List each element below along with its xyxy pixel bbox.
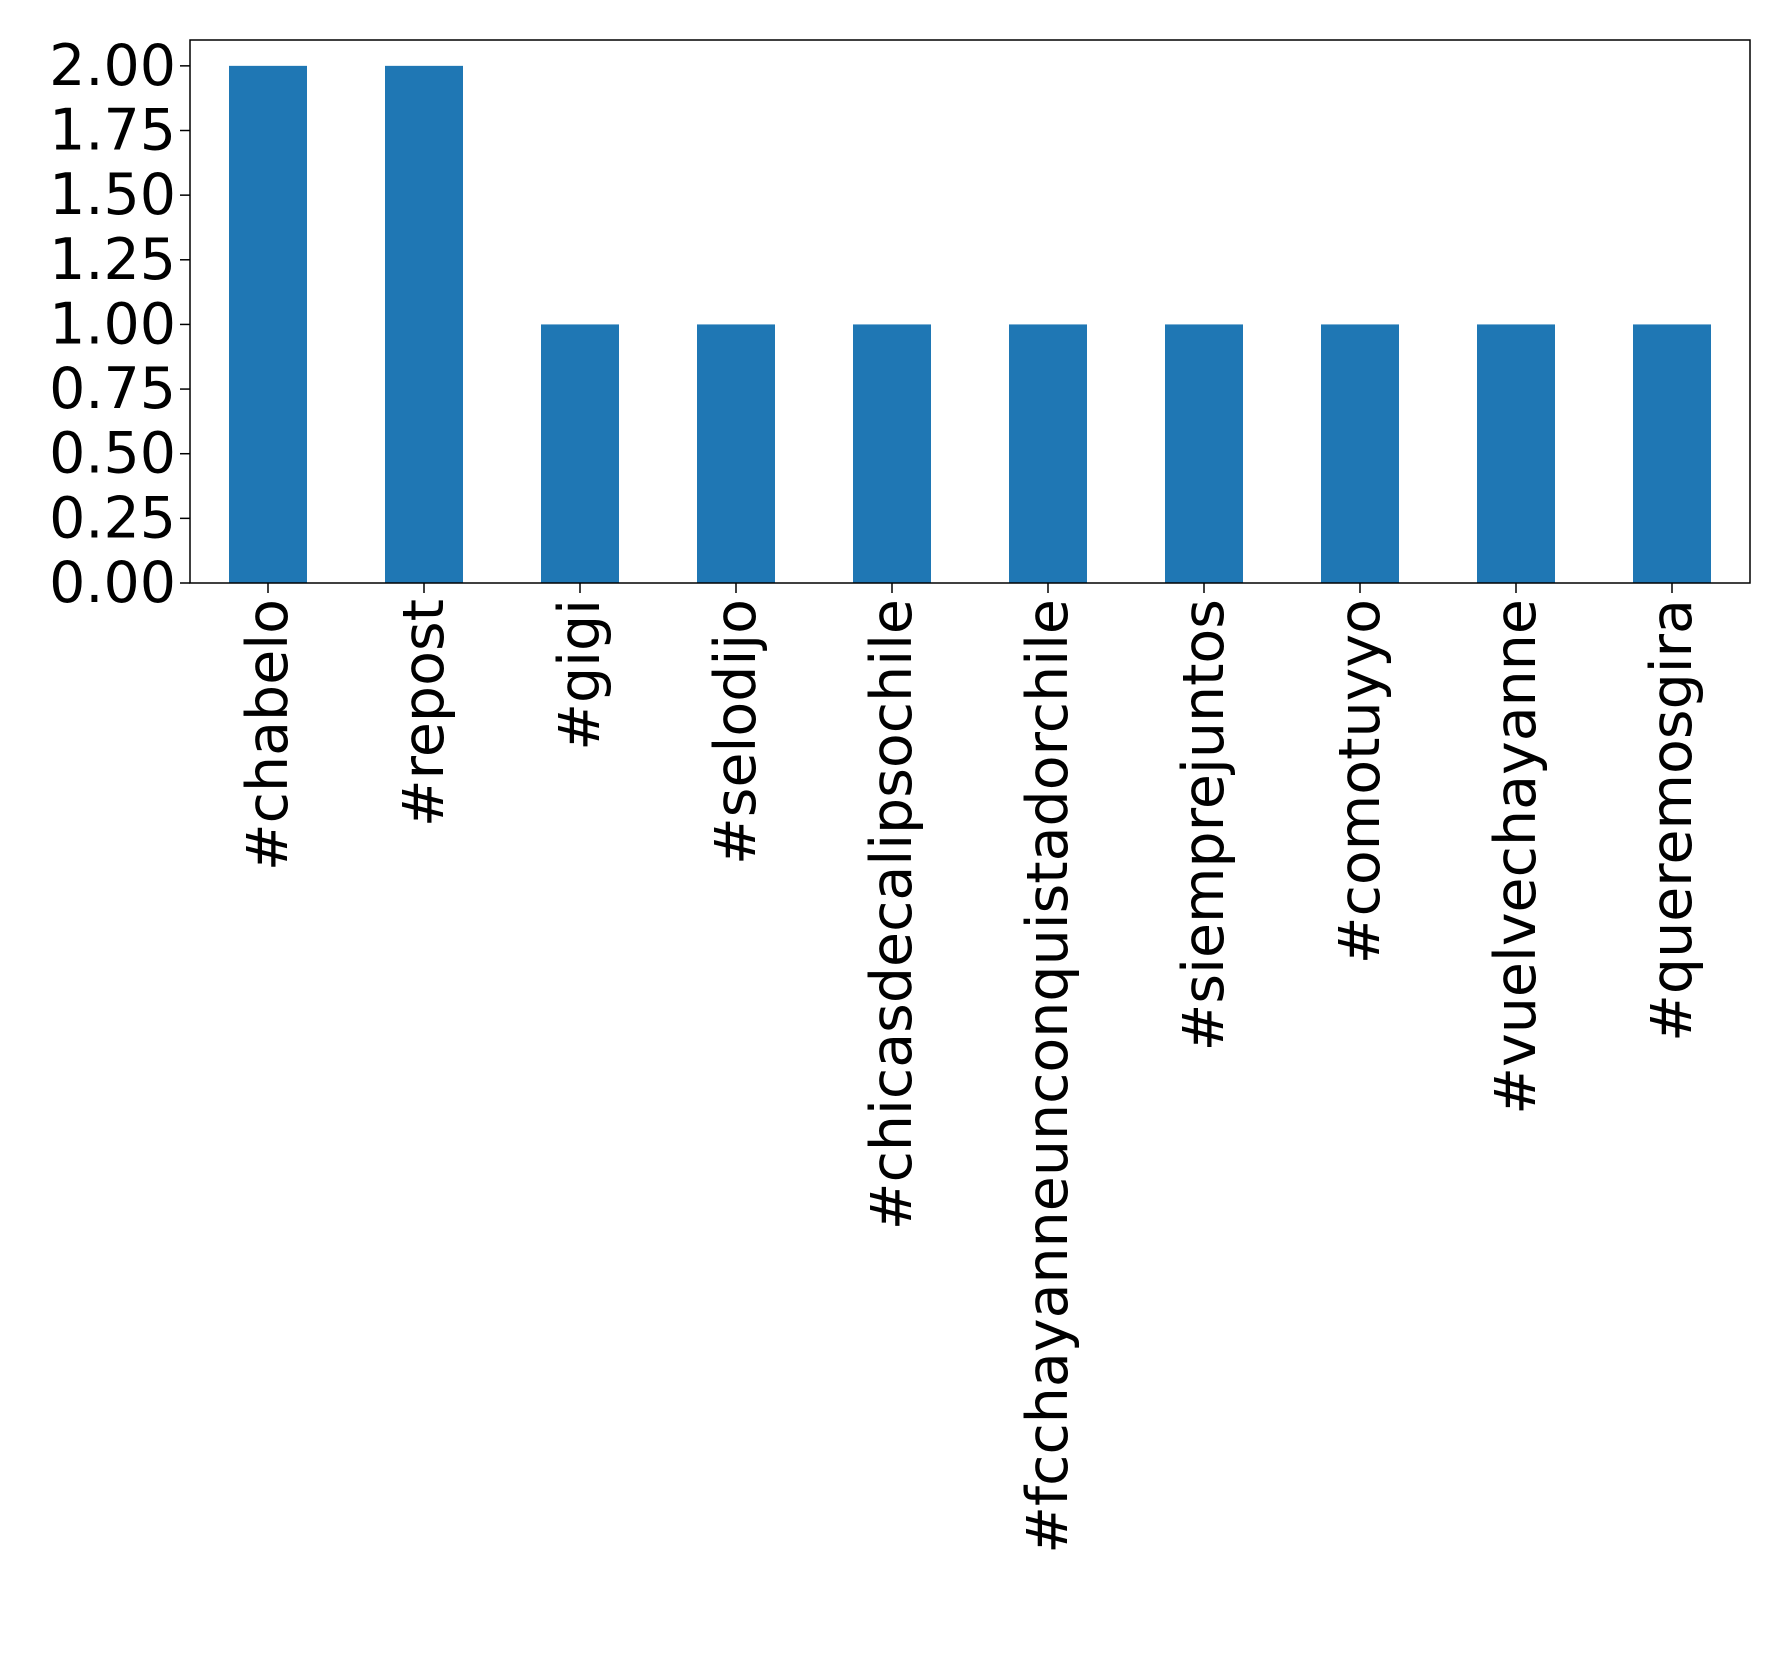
x-tick-label: #gigi bbox=[547, 599, 613, 751]
bar-chicasdecalipsochile bbox=[853, 324, 931, 583]
bar-siemprejuntos bbox=[1165, 324, 1243, 583]
bars-layer bbox=[229, 65, 1711, 584]
y-tick-label: 0.75 bbox=[49, 356, 176, 422]
y-tick-label: 2.00 bbox=[49, 33, 176, 99]
y-tick-label: 1.00 bbox=[49, 291, 176, 357]
bar-gigi bbox=[541, 324, 619, 583]
x-tick-label: #fcchayanneunconquistadorchile bbox=[1015, 599, 1081, 1554]
x-tick-label: #selodijo bbox=[703, 599, 769, 865]
y-tick-label: 0.50 bbox=[49, 421, 176, 487]
x-tick-label: #vuelvechayanne bbox=[1483, 599, 1549, 1115]
x-tick-label: #repost bbox=[391, 599, 457, 827]
y-tick-label: 1.50 bbox=[49, 162, 176, 228]
x-axis: #chabelo #repost #gigi #selodijo #chicasdeca… bbox=[235, 583, 1705, 1554]
bar-chabelo bbox=[229, 65, 307, 584]
bar-vuelvechayanne bbox=[1477, 324, 1555, 583]
bar-comotuyyo bbox=[1321, 324, 1399, 583]
bar-selodijo bbox=[697, 324, 775, 583]
y-tick-label: 0.00 bbox=[49, 550, 176, 616]
x-tick-label: #chicasdecalipsochile bbox=[859, 599, 925, 1230]
x-tick-label: #siemprejuntos bbox=[1171, 599, 1237, 1051]
y-tick-label: 1.25 bbox=[49, 227, 176, 293]
x-tick-label: #chabelo bbox=[235, 599, 301, 871]
y-tick-label: 1.75 bbox=[49, 98, 176, 164]
y-tick-label: 0.25 bbox=[49, 485, 176, 551]
bar-repost bbox=[385, 65, 463, 584]
y-axis: 0.000.250.500.751.001.251.501.752.00 bbox=[49, 33, 190, 616]
x-tick-label: #comotuyyo bbox=[1327, 599, 1393, 964]
bar-queremosgira bbox=[1633, 324, 1711, 583]
plot-frame bbox=[189, 39, 1751, 584]
x-tick-label: #queremosgira bbox=[1639, 599, 1705, 1042]
bar-fcchayanneunconquistadorchile bbox=[1009, 324, 1087, 583]
